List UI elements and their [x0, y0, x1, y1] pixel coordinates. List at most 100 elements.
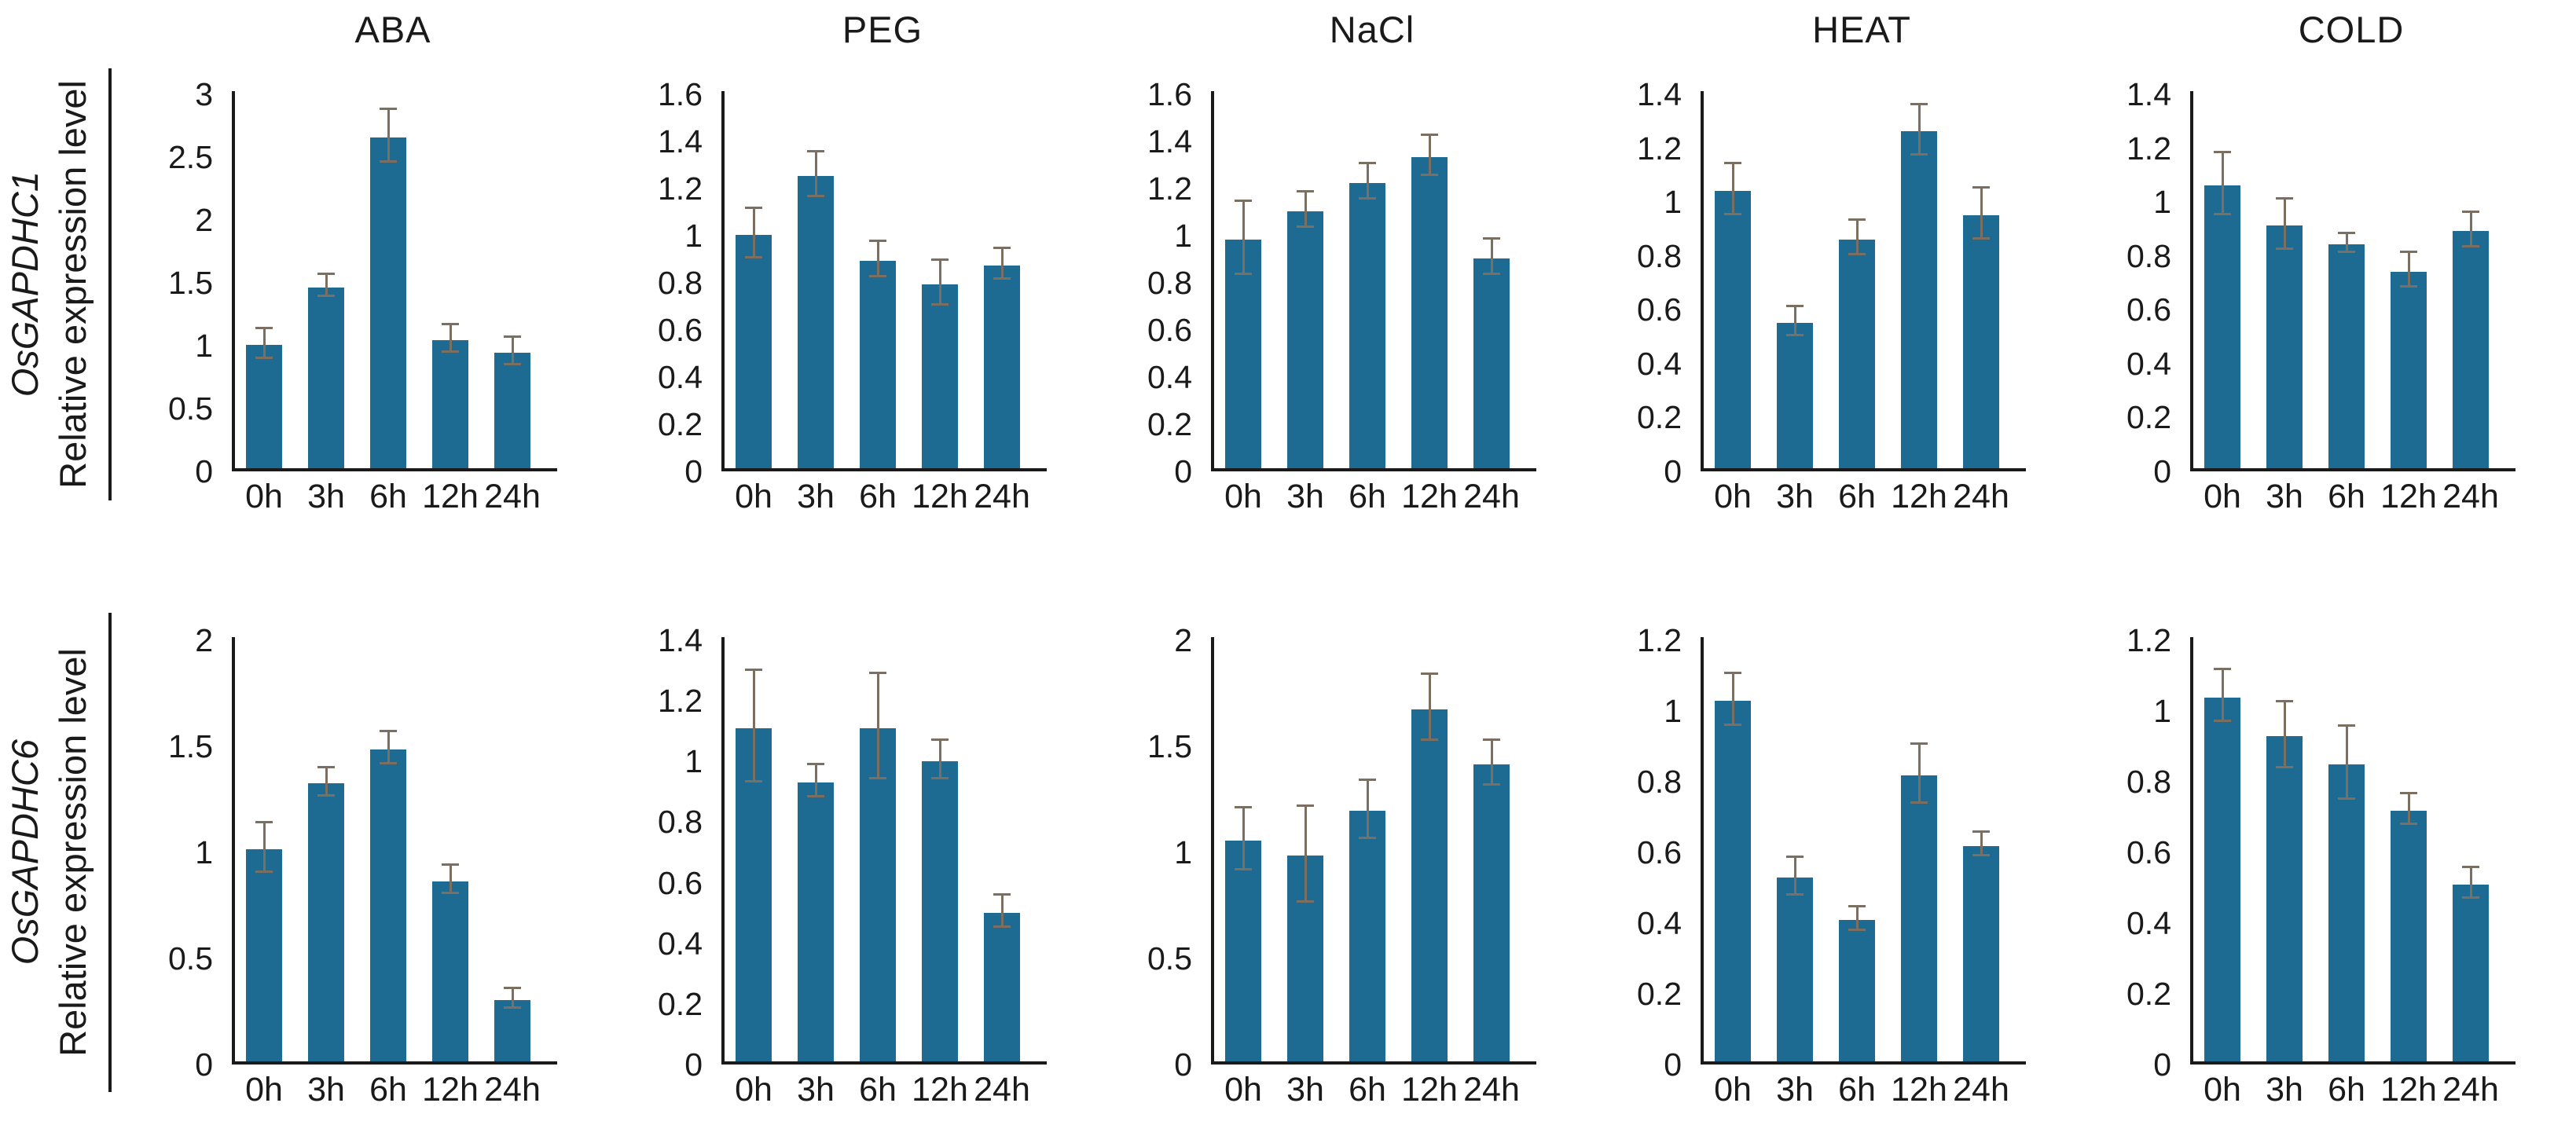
error-bar-24h	[2462, 866, 2479, 899]
x-tick-label: 6h	[1838, 1071, 1876, 1109]
error-bar-24h	[504, 335, 521, 365]
y-axis-ticks: 0 0.2 0.4 0.6 0.8 1 1.2 1.4	[1594, 78, 1701, 488]
bar-0h	[246, 345, 282, 468]
y-tick-label: 1.4	[1147, 123, 1192, 159]
y-tick-label: 0.5	[1147, 940, 1192, 977]
plot-area: 0h 3h 6h 12h 24h	[2190, 91, 2515, 514]
bar-0h	[736, 727, 772, 1061]
bar-6h	[1839, 239, 1875, 468]
x-tick-label: 6h	[369, 1071, 407, 1109]
chart-body: 0 0.2 0.4 0.6 0.8 1 1.2 1.4 1.6 0h 3h 6h 12h 24h	[615, 78, 1105, 514]
y-axis-ticks: 0 0.2 0.4 0.6 0.8 1 1.2 1.4 1.6	[615, 78, 721, 488]
bar-3h	[308, 287, 344, 468]
y-tick-label: 1	[684, 218, 703, 254]
x-tick-label: 12h	[2380, 478, 2437, 515]
y-tick-label: 0.6	[1147, 312, 1192, 348]
y-tick-label: 1.5	[168, 728, 213, 764]
x-tick-label: 24h	[1463, 1071, 1520, 1109]
y-tick-label: 0	[684, 1046, 703, 1083]
y-tick-label: 1.2	[1637, 130, 1682, 167]
bar-3h	[1777, 878, 1813, 1061]
chart-title: NaCl	[1329, 9, 1415, 50]
y-tick-label: 1.5	[1147, 728, 1192, 764]
error-bar-0h	[1235, 200, 1252, 275]
error-bar-3h	[317, 272, 335, 298]
error-bar-6h	[1848, 218, 1866, 256]
y-tick-label: 0.6	[1637, 291, 1682, 328]
chart-body: 0 0.2 0.4 0.6 0.8 1 1.2 0h 3h 6h 12h 24h	[1594, 624, 2084, 1107]
bar-0h	[1225, 240, 1261, 468]
bar-3h	[2266, 225, 2303, 468]
bar-0h	[1225, 841, 1261, 1061]
error-bar-6h	[380, 730, 397, 764]
y-tick-label: 0.8	[2126, 764, 2171, 800]
y-tick-label: 0	[1664, 453, 1682, 489]
y-tick-label: 1.2	[658, 170, 703, 207]
bar-24h	[2453, 231, 2489, 468]
y-tick-label: 0.6	[1637, 834, 1682, 870]
bar-6h	[2328, 764, 2365, 1061]
bar-24h	[2453, 885, 2489, 1061]
error-bar-12h	[2400, 791, 2417, 825]
x-tick-label: 12h	[422, 1071, 479, 1109]
chart-cold-osgapdhc1: COLD 0 0.2 0.4 0.6 0.8 1 1.2 1.4 0h 3h 6h 12h 24h	[2084, 0, 2574, 514]
x-tick-label: 24h	[2442, 1071, 2499, 1109]
x-tick-label: 0h	[735, 478, 772, 515]
chart-peg-osgapdhc1: PEG 0 0.2 0.4 0.6 0.8 1 1.2 1.4 1.6 0h 3h 6h 12h 24h	[615, 0, 1105, 514]
chart-heat-osgapdhc6: 0 0.2 0.4 0.6 0.8 1 1.2 0h 3h 6h 12h 24h	[1594, 568, 2084, 1107]
x-tick-label: 12h	[1891, 478, 1947, 515]
x-tick-label: 12h	[1401, 1071, 1458, 1109]
y-tick-label: 1	[1664, 693, 1682, 729]
error-bar-6h	[1359, 779, 1376, 839]
error-bar-0h	[1724, 671, 1741, 726]
chart-aba-osgapdhc6: 0 0.5 1 1.5 2 0h 3h 6h 12h 24h	[126, 568, 615, 1107]
error-bar-12h	[1421, 672, 1438, 742]
error-bar-3h	[807, 762, 824, 798]
y-tick-label: 0.8	[1637, 237, 1682, 274]
y-tick-label: 1	[684, 743, 703, 780]
chart-body: 0 0.5 1 1.5 2 0h 3h 6h 12h 24h	[1105, 624, 1594, 1107]
charts-row-osgapdhc1: ABA 0 0.5 1 1.5 2 2.5 3 0h 3h 6h 12h 24h PEG 0 0.2 0.4 0.…	[126, 0, 2576, 514]
plot-area: 0h 3h 6h 12h 24h	[1701, 637, 2026, 1107]
x-tick-label: 12h	[912, 478, 968, 515]
bar-12h	[1901, 131, 1937, 468]
error-bar-12h	[1910, 102, 1928, 156]
error-bar-24h	[1483, 237, 1500, 275]
error-bar-3h	[807, 150, 824, 197]
y-tick-label: 1.5	[168, 265, 213, 301]
y-tick-label: 1.4	[658, 123, 703, 159]
y-tick-label: 0.2	[1637, 976, 1682, 1012]
error-bar-12h	[442, 322, 459, 353]
chart-body: 0 0.2 0.4 0.6 0.8 1 1.2 1.4 0h 3h 6h 12h 24h	[2084, 78, 2574, 514]
x-tick-label: 3h	[1286, 478, 1324, 515]
error-bar-0h	[1724, 162, 1741, 215]
plot-area: 0h 3h 6h 12h 24h	[721, 637, 1047, 1107]
bar-6h	[370, 137, 406, 468]
plot-area: 0h 3h 6h 12h 24h	[1211, 637, 1536, 1107]
error-bar-12h	[442, 863, 459, 894]
chart-title: ABA	[354, 9, 431, 50]
y-tick-label: 0.4	[2126, 345, 2171, 382]
bar-3h	[1287, 211, 1323, 468]
x-tick-label: 0h	[245, 478, 283, 515]
y-tick-label: 0	[684, 453, 703, 489]
error-bar-0h	[745, 207, 762, 258]
x-tick-label: 3h	[797, 478, 835, 515]
x-tick-label: 24h	[1953, 478, 2009, 515]
y-tick-label: 1.6	[658, 76, 703, 112]
x-tick-label: 3h	[1776, 1071, 1814, 1109]
y-tick-label: 0.2	[658, 985, 703, 1022]
chart-body: 0 0.5 1 1.5 2 2.5 3 0h 3h 6h 12h 24h	[126, 78, 615, 514]
bar-12h	[432, 881, 468, 1061]
bar-6h	[1839, 920, 1875, 1061]
bar-6h	[1349, 183, 1385, 468]
y-tick-label: 0.8	[2126, 237, 2171, 274]
error-bar-24h	[993, 247, 1011, 280]
x-tick-label: 12h	[422, 478, 479, 515]
y-tick-label: 0.6	[2126, 291, 2171, 328]
x-tick-label: 24h	[484, 478, 541, 515]
chart-heat-osgapdhc1: HEAT 0 0.2 0.4 0.6 0.8 1 1.2 1.4 0h 3h 6h 12h 24h	[1594, 0, 2084, 514]
y-tick-label: 0	[2153, 453, 2171, 489]
x-tick-label: 0h	[1714, 478, 1752, 515]
x-tick-label: 3h	[2266, 478, 2303, 515]
